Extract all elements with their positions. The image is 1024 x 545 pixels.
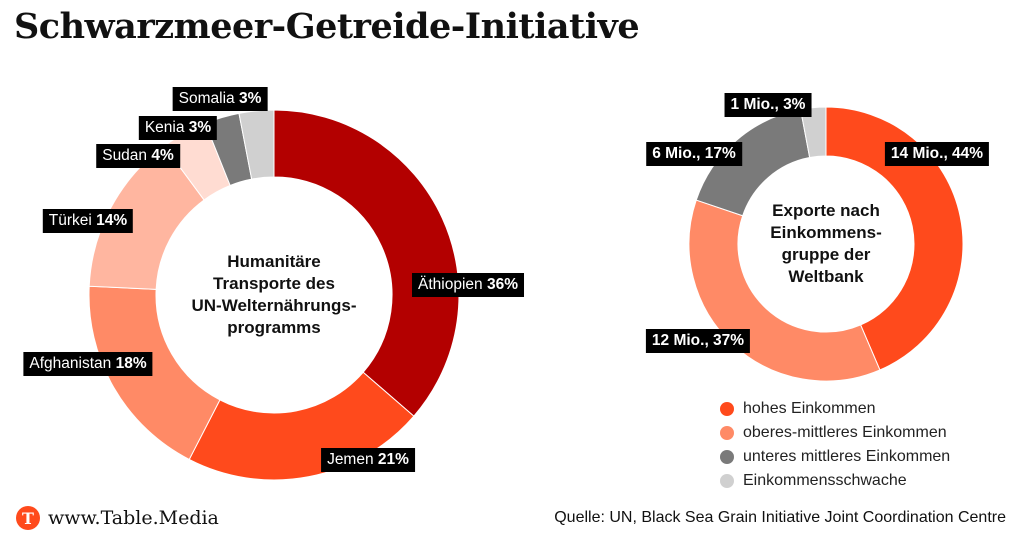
legend-label: hohes Einkommen (743, 400, 876, 417)
slice-label-value: 3% (238, 90, 262, 107)
source-note: Quelle: UN, Black Sea Grain Initiative J… (554, 509, 1006, 526)
legend-dot-icon (720, 450, 734, 464)
slice-label-value: 18% (115, 355, 147, 372)
slice-label-value: 36% (486, 276, 518, 293)
slice-label: Jemen 21% (321, 448, 415, 472)
chart-title: Schwarzmeer-Getreide-Initiative (14, 6, 640, 47)
slice-label-value: 1 Mio., 3% (730, 96, 806, 113)
slice-label: 12 Mio., 37% (645, 329, 751, 353)
legend-label: oberes-mittleres Einkommen (743, 424, 947, 441)
slice-label-name: Somalia (178, 90, 239, 107)
legend-item: unteres mittleres Einkommen (720, 445, 950, 469)
slice-label: Somalia 3% (172, 87, 268, 111)
logo-text: www.Table.Media (48, 507, 219, 529)
slice-label-value: 21% (377, 451, 409, 468)
center-label-line: Exporte nach (772, 201, 880, 220)
slice-label-name: Kenia (144, 119, 189, 136)
slice-label-value: 12 Mio., 37% (651, 332, 745, 349)
legend-item: hohes Einkommen (720, 397, 950, 421)
slice-label-value: 6 Mio., 17% (652, 145, 736, 162)
slice-label-value: 14 Mio., 44% (890, 145, 984, 162)
legend-dot-icon (720, 402, 734, 416)
slice-label-value: 3% (188, 119, 212, 136)
slice-label-name: Türkei (48, 212, 97, 229)
slice-label: Sudan 4% (96, 144, 180, 168)
center-label-line: programms (227, 318, 321, 337)
donut-humanitarian-center-label: Humanitäre Transporte des UN-Welternährung… (192, 251, 357, 339)
center-label-line: gruppe der (781, 245, 871, 264)
slice-label: 14 Mio., 44% (884, 142, 990, 166)
slice-label: 1 Mio., 3% (724, 93, 812, 117)
donut-hole (156, 177, 392, 413)
table-media-logo[interactable]: T www.Table.Media (16, 506, 219, 530)
legend-dot-icon (720, 426, 734, 440)
legend: hohes Einkommen oberes-mittleres Einkomme… (720, 397, 950, 493)
donut-exports-center-label: Exporte nach Einkommens-gruppe der Weltban… (770, 200, 881, 288)
center-label-line: Einkommens- (770, 223, 882, 242)
slice-label-value: 4% (151, 147, 174, 164)
legend-dot-icon (720, 474, 734, 488)
slice-label-name: Sudan (102, 147, 152, 164)
legend-item: oberes-mittleres Einkommen (720, 421, 950, 445)
center-label-line: UN-Welternährungs- (191, 296, 357, 315)
legend-item: Einkommensschwache (720, 469, 950, 493)
legend-label: unteres mittleres Einkommen (743, 448, 951, 465)
center-label-line: Humanitäre (227, 252, 321, 271)
slice-label-name: Äthiopien (418, 276, 487, 293)
slice-label: Kenia 3% (138, 116, 218, 140)
legend-label: Einkommensschwache (743, 472, 907, 489)
slice-label: Türkei 14% (42, 209, 134, 233)
donut-hole (738, 156, 914, 332)
slice-label-value: 14% (96, 212, 128, 229)
slice-label: Afghanistan 18% (23, 352, 153, 376)
table-media-logo-icon: T (16, 506, 40, 530)
slice-label-name: Afghanistan (29, 355, 116, 372)
slice-label-name: Jemen (327, 451, 378, 468)
slice-label: Äthiopien 36% (412, 273, 524, 297)
slice-label: 6 Mio., 17% (646, 142, 742, 166)
center-label-line: Weltbank (788, 267, 864, 286)
center-label-line: Transporte des (213, 274, 335, 293)
